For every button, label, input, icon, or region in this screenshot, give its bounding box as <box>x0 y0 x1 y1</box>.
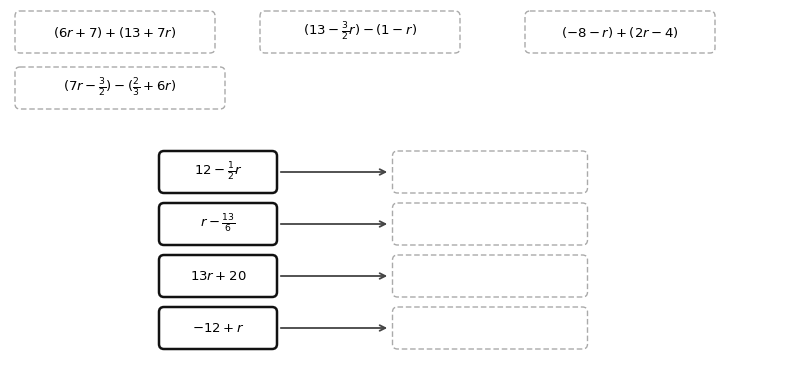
FancyBboxPatch shape <box>15 67 225 109</box>
Text: $(13-\frac{3}{2}r)-(1-r)$: $(13-\frac{3}{2}r)-(1-r)$ <box>303 21 417 43</box>
Text: $-12+r$: $-12+r$ <box>192 321 244 335</box>
FancyBboxPatch shape <box>15 11 215 53</box>
FancyBboxPatch shape <box>393 307 587 349</box>
Text: $12-\frac{1}{2}r$: $12-\frac{1}{2}r$ <box>194 161 242 183</box>
Text: $r-\frac{13}{6}$: $r-\frac{13}{6}$ <box>200 213 236 235</box>
FancyBboxPatch shape <box>159 203 277 245</box>
FancyBboxPatch shape <box>159 255 277 297</box>
Text: $(6r+7)+(13+7r)$: $(6r+7)+(13+7r)$ <box>54 24 177 39</box>
FancyBboxPatch shape <box>393 203 587 245</box>
Text: $(-8-r)+(2r-4)$: $(-8-r)+(2r-4)$ <box>562 24 678 39</box>
Text: $13r+20$: $13r+20$ <box>190 270 246 282</box>
Text: $(7r-\frac{3}{2})-(\frac{2}{3}+6r)$: $(7r-\frac{3}{2})-(\frac{2}{3}+6r)$ <box>63 77 177 99</box>
FancyBboxPatch shape <box>525 11 715 53</box>
FancyBboxPatch shape <box>260 11 460 53</box>
FancyBboxPatch shape <box>393 151 587 193</box>
FancyBboxPatch shape <box>159 307 277 349</box>
FancyBboxPatch shape <box>393 255 587 297</box>
FancyBboxPatch shape <box>159 151 277 193</box>
